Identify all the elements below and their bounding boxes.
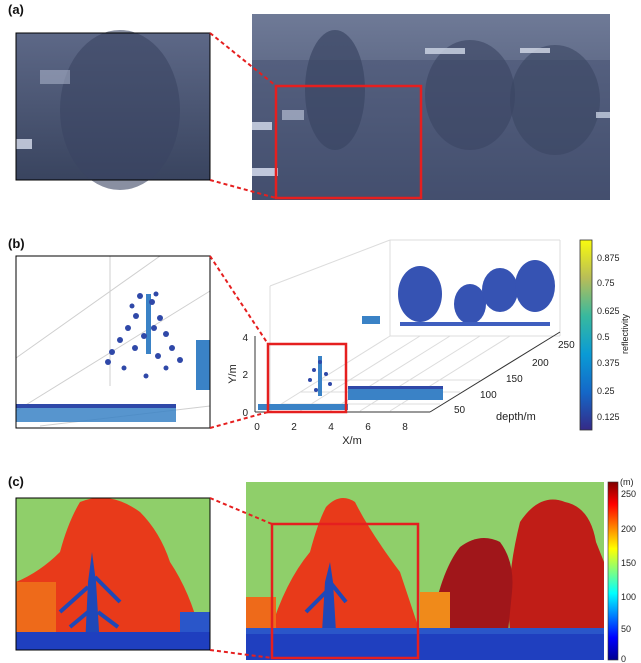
panel-c-colorbar-unit: (m) (620, 477, 634, 487)
panel-c-zoom-inset (15, 497, 211, 651)
panel-b-connector-bottom (209, 411, 269, 429)
panel-b-colorbar-tick: 0.75 (597, 278, 615, 288)
panel-b-colorbar (579, 239, 593, 431)
panel-b-x-tick: 8 (402, 422, 408, 433)
panel-b-zoom-inset (15, 255, 211, 429)
panel-a-connector-top (209, 32, 277, 87)
panel-b-colorbar-tick: 0.25 (597, 386, 615, 396)
panel-a-highlight-box (274, 84, 423, 200)
panel-b-colorbar-tick: 0.5 (597, 332, 610, 342)
panel-b-y-tick: 2 (242, 370, 248, 381)
panel-b-depth-tick: 150 (506, 374, 523, 385)
panel-b-y-axis-label: Y/m (227, 364, 239, 384)
panel-a-figure (15, 14, 610, 200)
panel-b-x-tick: 4 (328, 422, 334, 433)
panel-label-a: (a) (8, 2, 24, 17)
panel-b-colorbar-tick: 0.875 (597, 253, 620, 263)
panel-c-colorbar-tick: 0 (621, 654, 626, 663)
panel-c-colorbar-tick: 200 (621, 524, 636, 534)
panel-c-colorbar-tick: 250 (621, 489, 636, 499)
panel-b-connector-top (209, 255, 269, 345)
panel-c-colorbar (607, 481, 619, 661)
panel-c-colorbar-tick: 50 (621, 624, 631, 634)
panel-b-depth-tick: 250 (558, 340, 575, 351)
panel-c-colorbar-tick: 100 (621, 592, 636, 602)
panel-c-main-image (246, 482, 604, 660)
panel-b-x-tick: 2 (291, 422, 297, 433)
panel-a-connector-bottom (209, 179, 277, 199)
panel-b-x-tick: 6 (365, 422, 371, 433)
panel-c-connector-top (209, 497, 273, 525)
panel-b-point-cloud (258, 260, 555, 410)
panel-b-depth-axis-label: depth/m (496, 411, 536, 423)
panel-a-main-image (252, 14, 610, 200)
panel-c-connector-bottom (209, 649, 273, 659)
panel-b-depth-tick: 100 (480, 390, 497, 401)
panel-b-depth-tick: 50 (454, 405, 466, 416)
panel-c-figure: (m) 250 200 150 100 50 0 (15, 477, 636, 663)
panel-b-x-axis-label: X/m (342, 435, 362, 447)
panel-b-colorbar-tick: 0.375 (597, 358, 620, 368)
panel-c-highlight-box (270, 522, 420, 660)
panel-b-highlight-box (266, 342, 348, 414)
panel-label-c: (c) (8, 474, 24, 489)
panel-b-colorbar-label: reflectivity (620, 314, 630, 355)
panel-b-figure: Y/m 0 2 4 0 2 4 6 8 X/m 50 100 150 200 2… (15, 239, 630, 447)
panel-b-colorbar-tick: 0.625 (597, 306, 620, 316)
panel-b-colorbar-tick: 0.125 (597, 412, 620, 422)
panel-b-y-tick: 0 (242, 408, 248, 419)
panel-b-depth-tick: 200 (532, 358, 549, 369)
panel-b-x-tick: 0 (254, 422, 260, 433)
panel-c-colorbar-tick: 150 (621, 558, 636, 568)
panel-b-y-tick: 4 (242, 333, 248, 344)
panel-a-zoom-inset (15, 30, 211, 190)
panel-label-b: (b) (8, 236, 25, 251)
